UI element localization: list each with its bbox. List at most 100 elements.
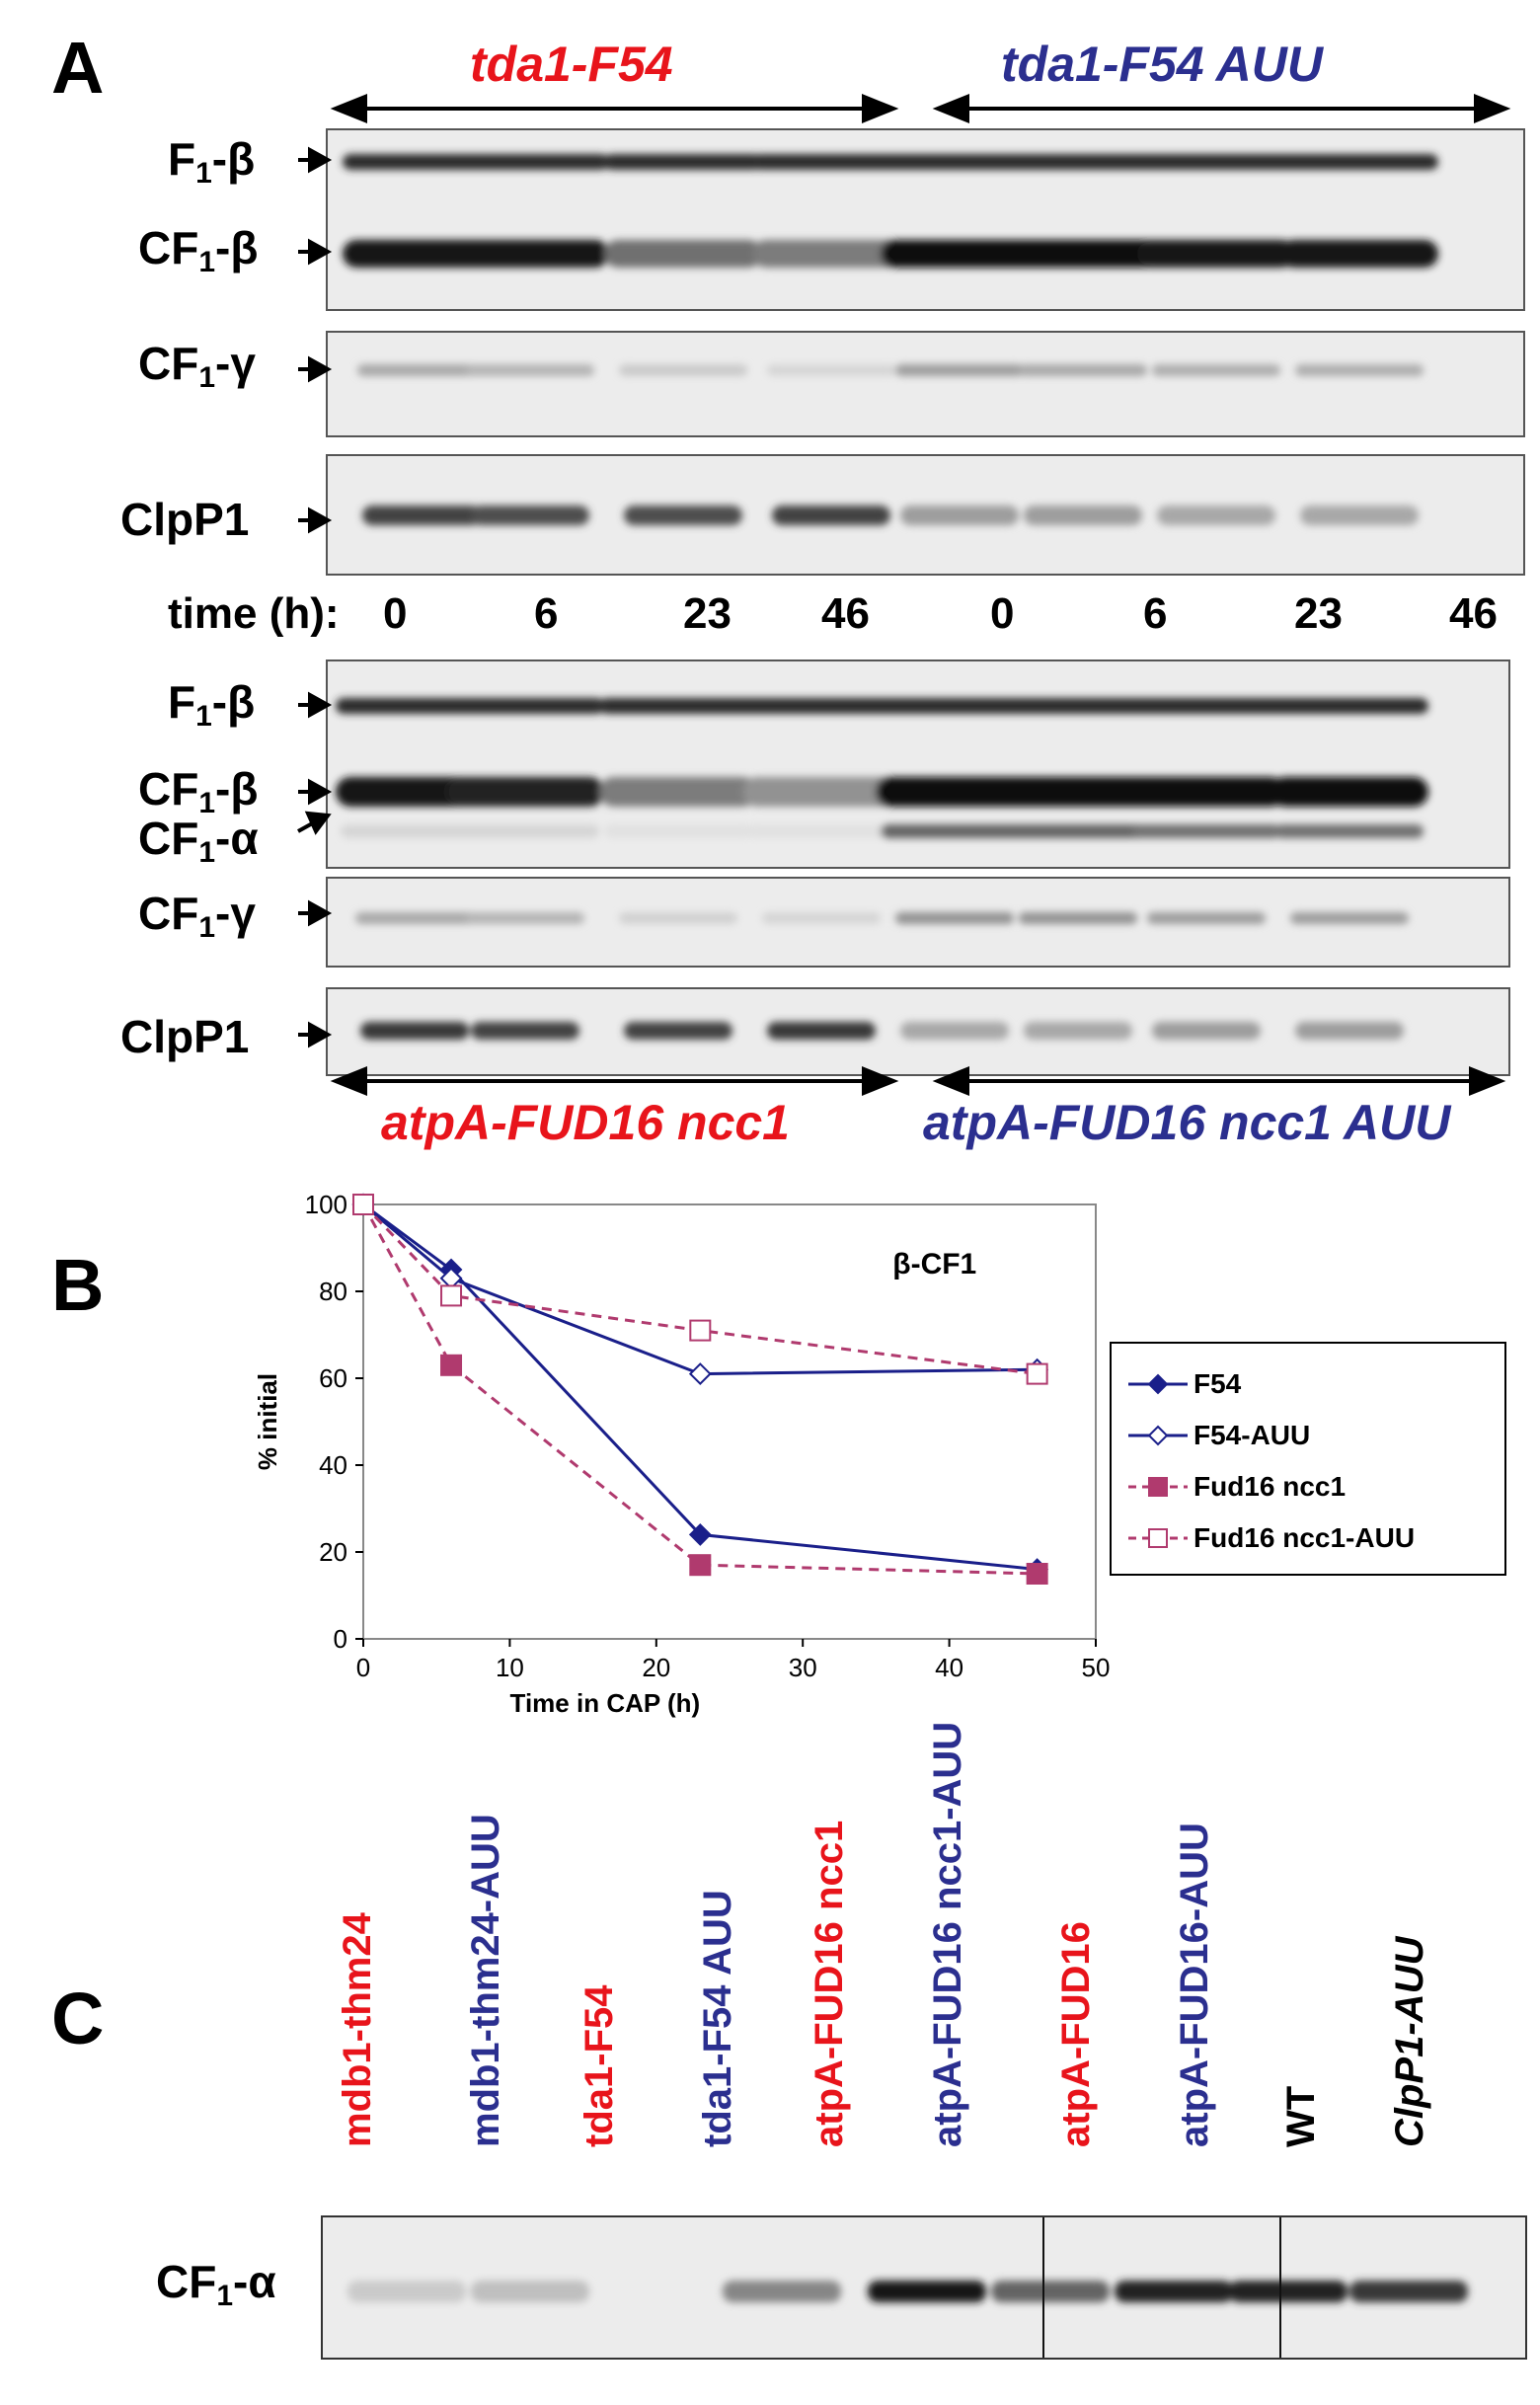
band-bottom-clpp1-lane-6 xyxy=(1024,1022,1132,1040)
lane-label-4: tda1-F54 AUU xyxy=(696,1890,739,2147)
band-bottom-clpp1-lane-5 xyxy=(900,1022,1009,1040)
band-top-f1b-lane-8 xyxy=(1280,154,1438,170)
band-c-lane-9 xyxy=(1229,2281,1348,2302)
band-bottom-cf1b-lane-5 xyxy=(876,777,1034,807)
band-top-cf1g-lane-8 xyxy=(1295,364,1424,376)
band-c-lane-8 xyxy=(1115,2281,1233,2302)
legend-label-1: F54 xyxy=(1194,1368,1242,1399)
time-point-6: 6 xyxy=(1143,589,1168,638)
band-top-clpp1-lane-1 xyxy=(362,505,481,525)
band-bottom-clpp1-lane-2 xyxy=(471,1022,579,1040)
x-tick-label: 20 xyxy=(642,1653,670,1682)
band-top-cf1b-lane-4 xyxy=(752,240,910,268)
band-top-cf1b-lane-7 xyxy=(1137,240,1295,268)
band-c-lane-10 xyxy=(1349,2281,1468,2302)
x-tick-label: 40 xyxy=(935,1653,963,1682)
band-bottom-f1b-lane-8 xyxy=(1270,698,1428,714)
band-top-clpp1-lane-4 xyxy=(772,505,890,525)
band-top-f1b-lane-6 xyxy=(1004,154,1162,170)
label-suffix: -γ xyxy=(215,338,256,389)
chart-title: β-CF1 xyxy=(892,1248,976,1280)
band-bottom-clpp1-lane-1 xyxy=(360,1022,469,1040)
lane-label-2: mdb1-thm24-AUU xyxy=(464,1814,507,2147)
time-point-1: 0 xyxy=(383,589,408,638)
band-top-cf1b-lane-3 xyxy=(604,240,762,268)
label-text: CF xyxy=(138,813,199,864)
band-bottom-cf1b-lane-7 xyxy=(1127,777,1285,807)
gel-bottom-gamma xyxy=(326,877,1510,968)
gel-top-beta-bands xyxy=(343,154,1438,268)
label-suffix: -α xyxy=(215,813,259,864)
band-top-clpp1-lane-7 xyxy=(1157,505,1275,525)
x-tick-label: 30 xyxy=(789,1653,817,1682)
time-point-2: 6 xyxy=(534,589,559,638)
label-text: CF xyxy=(138,763,199,815)
label-top-f1-beta: F1-β xyxy=(168,136,255,189)
band-bottom-cf1g-lane-8 xyxy=(1290,912,1409,924)
decay-line-chart: 0 20 40 60 80 100 0 10 20 30 40 50 Time in CAP (h) % … xyxy=(253,1190,1506,1718)
label-top-clpp1: ClpP1 xyxy=(120,494,250,545)
gel-bottom-beta xyxy=(326,659,1510,869)
band-bottom-cf1g-lane-4 xyxy=(762,912,881,924)
lane-label-6: atpA-FUD16 ncc1-AUU xyxy=(926,1721,969,2147)
label-suffix: -β xyxy=(215,763,259,815)
legend-label-4: Fud16 ncc1-AUU xyxy=(1194,1522,1415,1553)
series-4-point-4 xyxy=(1026,1362,1048,1385)
label-suffix: -γ xyxy=(215,888,256,939)
band-bottom-cf1b-lane-3 xyxy=(599,777,757,807)
lane-label-9: WT xyxy=(1279,2085,1323,2147)
lane-label-7: atpA-FUD16 xyxy=(1054,1921,1098,2147)
band-arrows-top xyxy=(298,146,333,534)
band-bottom-f1b-lane-2 xyxy=(446,698,604,714)
gel-bottom-beta-bands xyxy=(336,698,1428,838)
band-top-f1b-lane-4 xyxy=(752,154,910,170)
lane-label-5: atpA-FUD16 ncc1 xyxy=(808,1820,851,2147)
y-tick-label: 80 xyxy=(319,1277,347,1306)
band-top-cf1g-lane-6 xyxy=(1019,364,1147,376)
lane-label-1: mdb1-thm24 xyxy=(336,1912,379,2147)
band-top-cf1g-lane-2 xyxy=(466,364,594,376)
band-top-clpp1-lane-8 xyxy=(1300,505,1419,525)
band-c-lane-7 xyxy=(991,2281,1110,2302)
x-tick-label: 0 xyxy=(356,1653,370,1682)
lane-label-8: atpA-FUD16-AUU xyxy=(1173,1823,1216,2147)
label-sub: 1 xyxy=(198,836,216,869)
band-top-f1b-lane-3 xyxy=(604,154,762,170)
band-bottom-cf1g-lane-1 xyxy=(355,912,474,924)
band-bottom-clpp1-lane-8 xyxy=(1295,1022,1404,1040)
band-bottom-cf1a-lane-4 xyxy=(747,824,895,838)
label-suffix: -α xyxy=(233,2256,276,2307)
label-sub: 1 xyxy=(195,700,212,733)
label-bottom-clpp1: ClpP1 xyxy=(120,1011,250,1062)
band-bottom-cf1a-lane-1 xyxy=(341,824,489,838)
band-bottom-clpp1-lane-4 xyxy=(767,1022,876,1040)
band-c-lane-5 xyxy=(723,2281,841,2302)
gel-bottom-clpp1 xyxy=(326,987,1510,1076)
band-top-clpp1-lane-6 xyxy=(1024,505,1142,525)
gel-bottom-clpp1-bands xyxy=(360,1022,1404,1040)
band-bottom-clpp1-lane-7 xyxy=(1152,1022,1261,1040)
series-4-point-1 xyxy=(352,1194,374,1215)
y-tick-label: 60 xyxy=(319,1363,347,1393)
label-sub: 1 xyxy=(198,911,216,944)
band-bottom-cf1a-lane-2 xyxy=(451,824,599,838)
gel-bottom-gamma-bands xyxy=(355,912,1409,924)
band-top-cf1b-lane-6 xyxy=(1004,240,1162,268)
band-c-lane-2 xyxy=(471,2281,589,2302)
y-tick-label: 40 xyxy=(319,1450,347,1480)
time-point-8: 46 xyxy=(1449,589,1498,638)
label-bottom-cf1-alpha: CF1-α xyxy=(138,815,259,868)
series-line-4 xyxy=(361,1202,1038,1376)
band-bottom-cf1g-lane-7 xyxy=(1147,912,1266,924)
legend-marker-3 xyxy=(1148,1477,1168,1497)
series-3-point-4 xyxy=(1026,1563,1048,1585)
gel-top-clpp1-bands xyxy=(362,505,1419,525)
band-bottom-cf1a-lane-6 xyxy=(1004,824,1152,838)
band-top-cf1g-lane-5 xyxy=(895,364,1024,376)
band-top-cf1b-lane-8 xyxy=(1280,240,1438,268)
label-sub: 1 xyxy=(195,157,212,190)
plot-frame xyxy=(362,1203,1097,1640)
time-point-7: 23 xyxy=(1294,589,1343,638)
series-3-point-3 xyxy=(689,1554,712,1577)
gel-top-beta xyxy=(326,128,1525,311)
